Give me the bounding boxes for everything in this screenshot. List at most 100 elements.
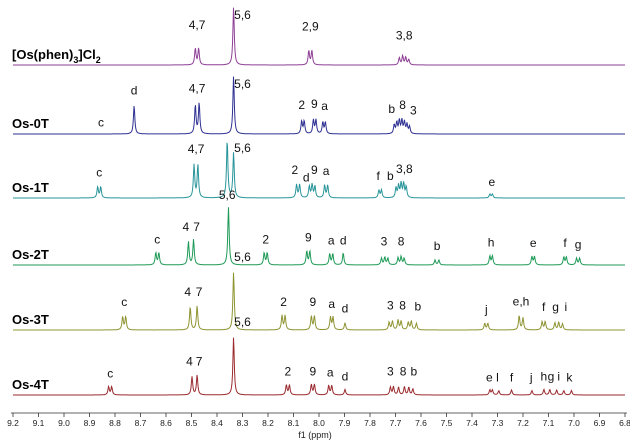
peak-label-0-2: 2,9 xyxy=(302,20,319,34)
peak-label-3-13: f xyxy=(563,236,567,250)
x-tick-label-5: 8.7 xyxy=(135,418,147,428)
peak-label-4-15: i xyxy=(564,300,567,314)
x-tick-label-18: 7.4 xyxy=(466,418,478,428)
peak-label-1-7: b xyxy=(388,102,395,116)
peak-label-3-6: a xyxy=(328,233,335,247)
peak-label-3-11: h xyxy=(488,236,495,250)
x-tick-label-14: 7.8 xyxy=(364,418,376,428)
peak-label-4-4: 2 xyxy=(280,295,287,309)
x-axis-title: f1 (ppm) xyxy=(298,430,332,440)
peak-label-4-10: b xyxy=(415,300,422,314)
peak-label-3-4: 2 xyxy=(262,232,269,246)
peak-label-4-12: e,h xyxy=(513,295,530,309)
peak-label-2-10: e xyxy=(489,175,496,189)
peak-label-2-4: d xyxy=(303,170,310,184)
x-tick-label-20: 7.2 xyxy=(517,418,529,428)
peak-label-4-9: 8 xyxy=(399,298,406,312)
peak-label-3-14: g xyxy=(575,237,582,251)
peak-label-4-0: c xyxy=(121,295,127,309)
peak-label-3-5: 9 xyxy=(305,231,312,245)
x-tick-label-10: 8.2 xyxy=(262,418,274,428)
x-tick-label-8: 8.4 xyxy=(211,418,223,428)
x-tick-label-9: 8.3 xyxy=(237,418,249,428)
peak-label-3-2: 7 xyxy=(193,220,200,234)
peak-label-3-8: 3 xyxy=(381,235,388,249)
peak-label-5-4: 2 xyxy=(285,365,292,379)
spectrum-trace-2 xyxy=(13,142,625,199)
x-tick-label-21: 7.1 xyxy=(543,418,555,428)
spectrum-0: [Os(phen)3]Cl2 4,7 5,6 2,9 3,8 xyxy=(12,7,625,66)
series-name-0: [Os(phen)3]Cl2 xyxy=(12,47,101,65)
x-tick-label-3: 8.9 xyxy=(84,418,96,428)
peak-label-5-14: j xyxy=(529,371,533,385)
x-tick-label-16: 7.6 xyxy=(415,418,427,428)
peak-label-3-10: b xyxy=(434,239,441,253)
peak-label-2-3: 2 xyxy=(291,163,298,177)
peak-label-5-18: k xyxy=(566,371,573,385)
peak-label-5-3: 5,6 xyxy=(234,315,251,329)
peak-label-5-5: 9 xyxy=(310,365,317,379)
series-name-1: Os-0T xyxy=(12,116,49,131)
peak-label-5-2: 7 xyxy=(196,355,203,369)
peak-label-5-1: 4 xyxy=(186,355,193,369)
series-name-3: Os-2T xyxy=(12,247,49,262)
spectrum-1: Os-0T c d 4,7 5,6 2 9 a b 8 3 xyxy=(12,76,625,135)
peak-label-5-9: 8 xyxy=(400,365,407,379)
peak-label-1-1: d xyxy=(131,84,138,98)
x-tick-label-11: 8.1 xyxy=(288,418,300,428)
peak-label-0-1: 5,6 xyxy=(234,8,251,22)
peak-label-1-5: 9 xyxy=(311,97,318,111)
peak-label-5-0: c xyxy=(107,367,113,381)
x-tick-label-19: 7.3 xyxy=(492,418,504,428)
spectrum-4: Os-3T c 4 7 5,6 2 9 a d 3 8 b j e,h f g i xyxy=(12,250,625,331)
peak-label-3-1: 4 xyxy=(183,220,190,234)
x-tick-label-7: 8.5 xyxy=(186,418,198,428)
peak-label-5-7: d xyxy=(342,369,349,383)
peak-label-4-13: f xyxy=(542,300,546,314)
peak-label-5-10: b xyxy=(411,365,418,379)
peak-label-0-0: 4,7 xyxy=(189,18,206,32)
peak-label-1-0: c xyxy=(98,116,104,130)
spectrum-trace-3 xyxy=(13,207,625,266)
spectra-group: [Os(phen)3]Cl2 4,7 5,6 2,9 3,8 Os-0T c d 4,7 5,6 2… xyxy=(12,7,625,396)
peak-label-1-3: 5,6 xyxy=(234,77,251,91)
peak-label-5-16: g xyxy=(548,369,555,383)
peak-label-4-5: 9 xyxy=(310,295,317,309)
x-tick-label-2: 9.0 xyxy=(58,418,70,428)
peak-label-3-12: e xyxy=(530,236,537,250)
peak-label-5-8: 3 xyxy=(387,365,394,379)
peak-label-4-14: g xyxy=(552,300,559,314)
spectrum-3: Os-2T c 4 7 5,6 2 9 a d 3 8 b h e f g xyxy=(12,188,625,266)
peak-label-0-3: 3,8 xyxy=(396,29,413,43)
spectrum-trace-0 xyxy=(13,7,625,66)
peak-label-5-17: i xyxy=(557,369,560,383)
peak-label-5-12: l xyxy=(496,371,499,385)
peak-label-3-0: c xyxy=(154,232,160,246)
peak-label-4-2: 7 xyxy=(196,285,203,299)
x-tick-label-17: 7.5 xyxy=(441,418,453,428)
series-name-4: Os-3T xyxy=(12,312,49,327)
series-name-2: Os-1T xyxy=(12,180,49,195)
peak-label-2-1: 4,7 xyxy=(188,142,205,156)
peak-label-2-7: f xyxy=(377,169,381,183)
spectrum-5: Os-4T c 4 7 5,6 2 9 a d 3 8 b e l f j h g i k xyxy=(12,315,625,396)
peak-label-3-9: 8 xyxy=(398,235,405,249)
peak-label-5-11: e xyxy=(486,371,493,385)
x-tick-label-24: 6.8 xyxy=(619,418,630,428)
peak-label-2-6: a xyxy=(323,164,330,178)
peak-label-4-11: j xyxy=(484,302,488,316)
peak-label-4-1: 4 xyxy=(184,285,191,299)
peak-label-5-6: a xyxy=(327,366,334,380)
x-axis: 9.2 9.1 9.0 8.9 8.8 8.7 8.6 8.5 8.4 8.3 8.2 8.1 8.0 7… xyxy=(7,412,630,440)
x-tick-label-23: 6.9 xyxy=(594,418,606,428)
x-tick-label-0: 9.2 xyxy=(7,418,19,428)
peak-label-2-9: 3,8 xyxy=(396,162,413,176)
peak-label-1-8: 8 xyxy=(399,98,406,112)
spectrum-trace-4 xyxy=(13,272,625,331)
peak-label-2-5: 9 xyxy=(311,163,318,177)
x-tick-label-4: 8.8 xyxy=(109,418,121,428)
peak-label-3-3: 5,6 xyxy=(219,188,236,202)
x-tick-label-13: 7.9 xyxy=(339,418,351,428)
